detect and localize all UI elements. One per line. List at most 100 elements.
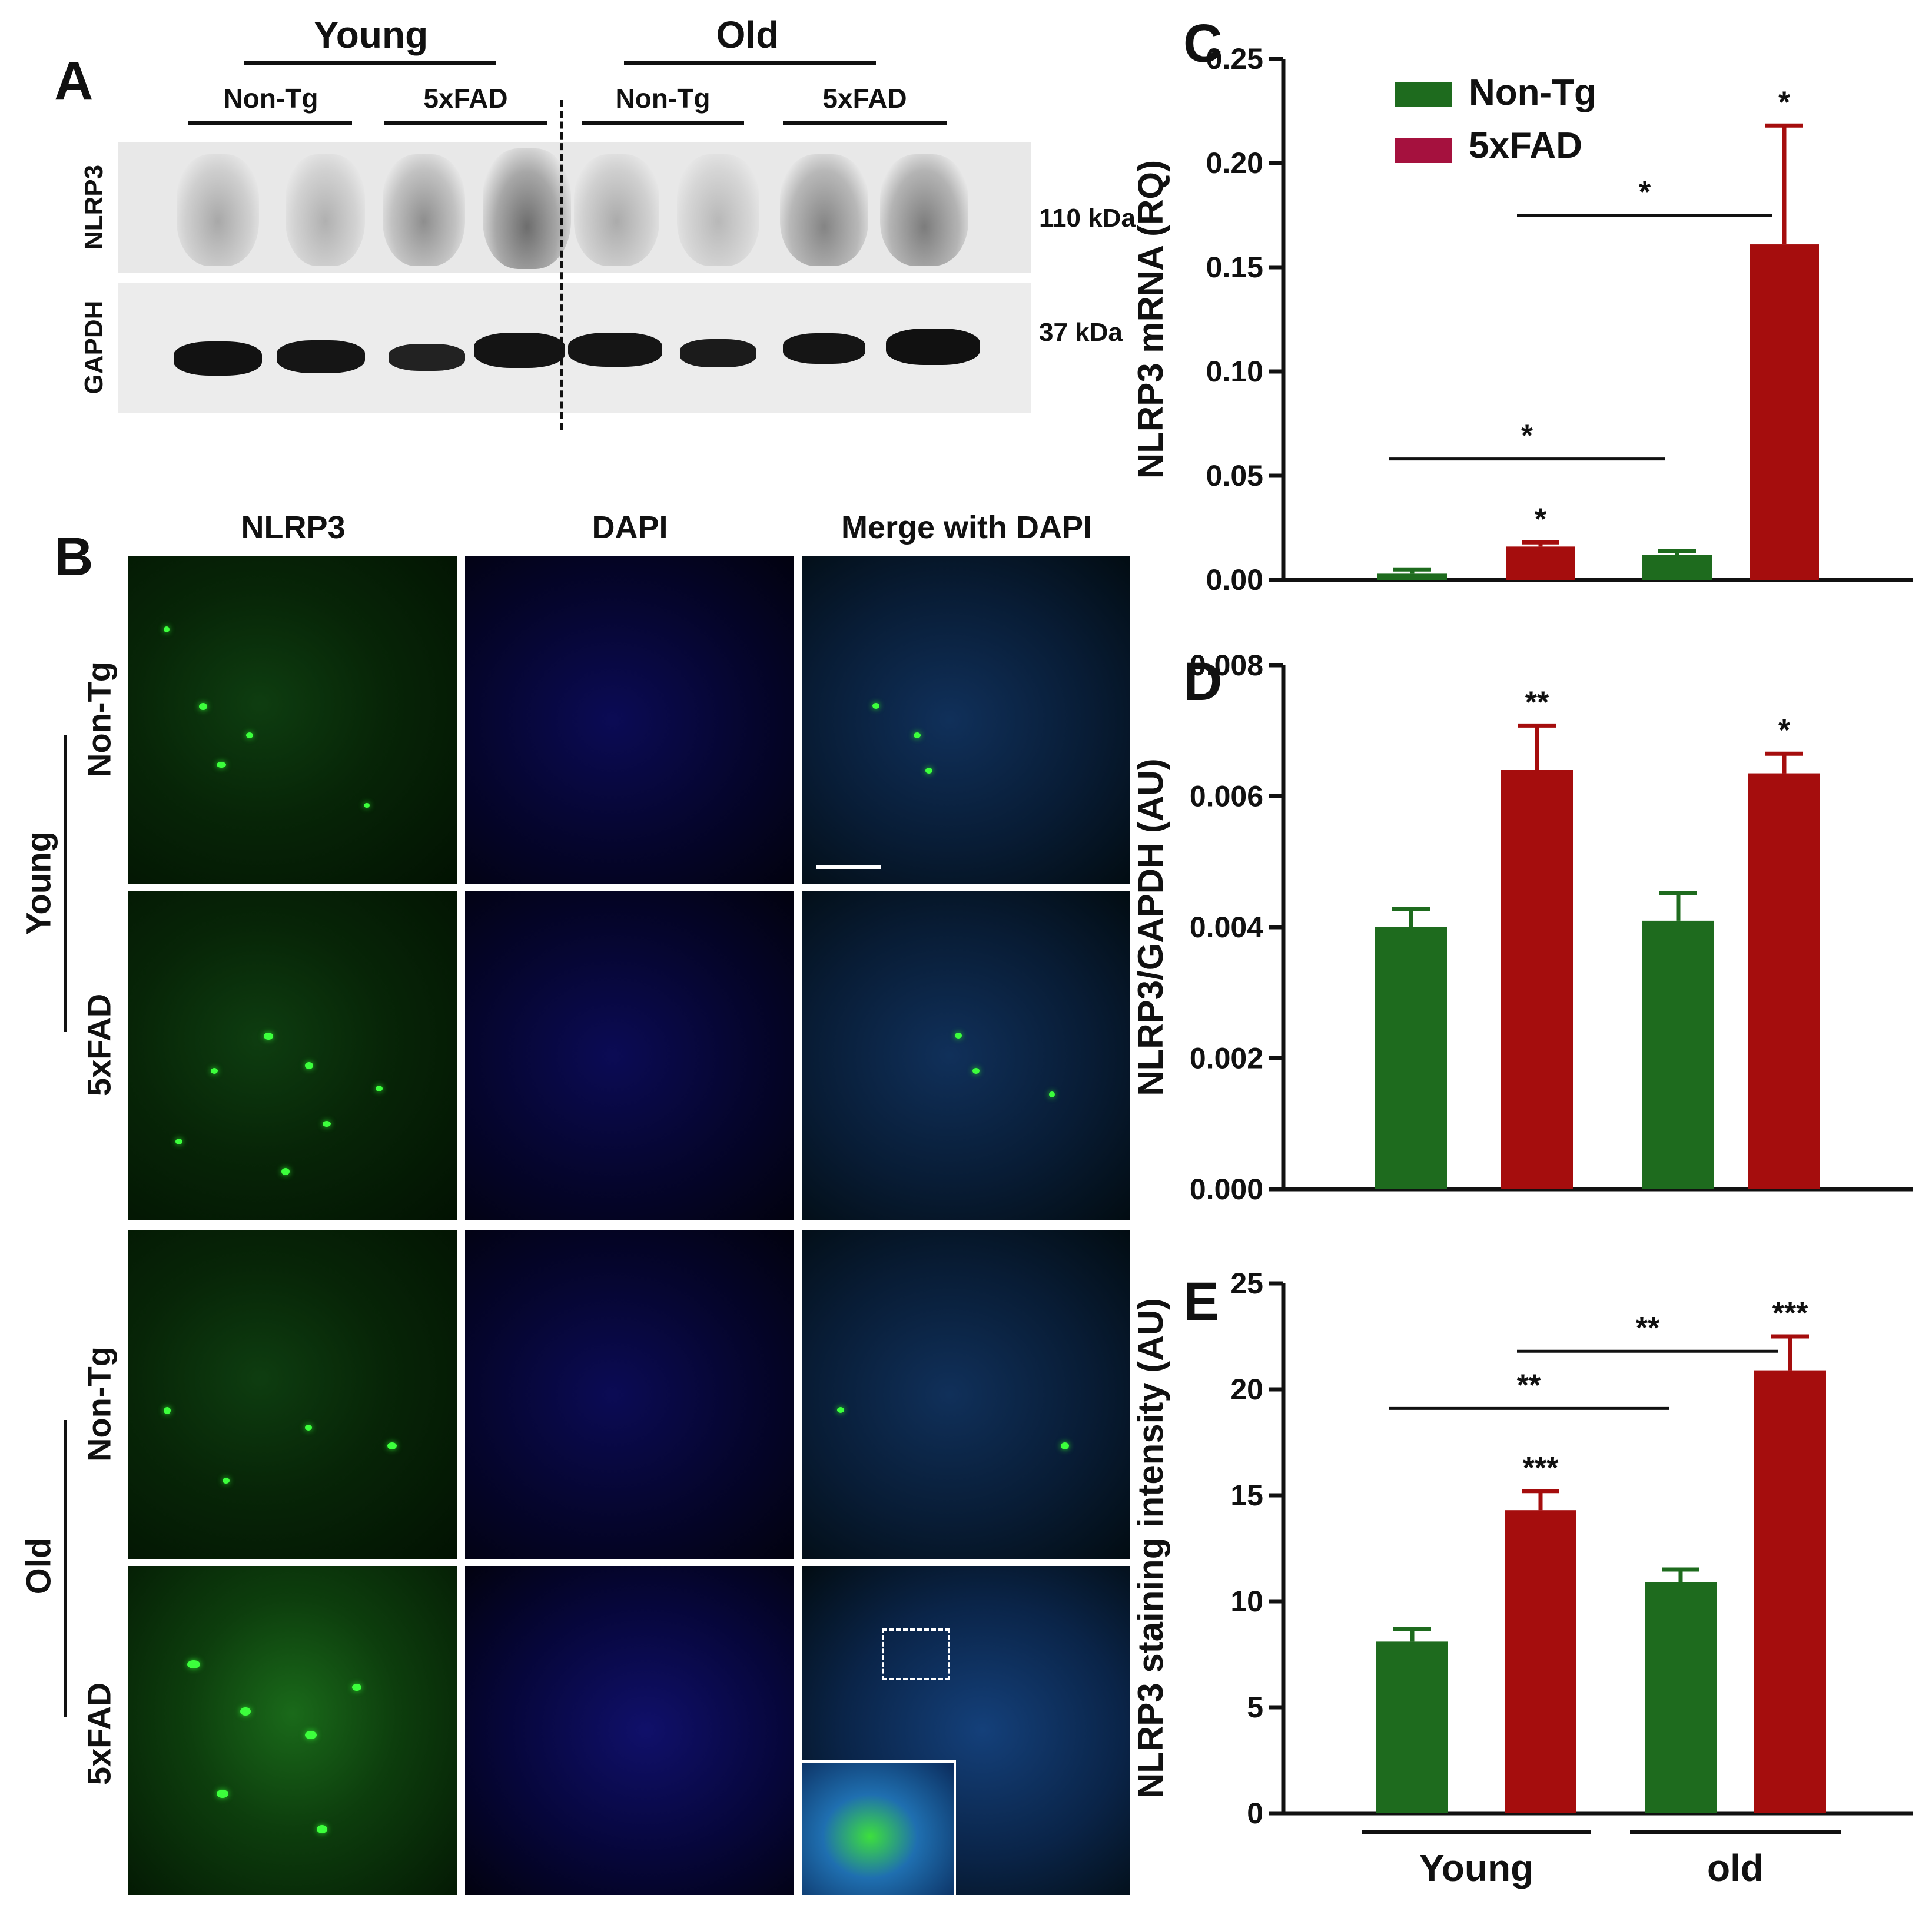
- y-tick-label: 0.20: [1206, 147, 1263, 180]
- micrograph-young-5xfad-dapi: [465, 891, 794, 1220]
- micrograph-old-nontg-dapi: [465, 1230, 794, 1559]
- y-tick-label: 5: [1247, 1691, 1263, 1724]
- y-axis-label: NLRP3 mRNA (RQ): [1131, 160, 1170, 479]
- blot-age-old: Old: [716, 14, 779, 56]
- blot-band: [383, 154, 465, 266]
- y-tick-label: 20: [1230, 1373, 1263, 1406]
- micrograph-old-nontg-merge: [802, 1230, 1130, 1559]
- legend-label-5xfad: 5xFAD: [1469, 125, 1582, 166]
- bar: [1506, 546, 1575, 580]
- micro-col-header-nlrp3: NLRP3: [241, 510, 346, 545]
- blot-band: [680, 339, 756, 367]
- blot-mw-37: 37 kDa: [1039, 318, 1123, 347]
- blot-band: [886, 329, 980, 365]
- y-tick-label: 0.002: [1190, 1042, 1263, 1075]
- significance-label: *: [1535, 502, 1547, 536]
- blot-band: [574, 154, 659, 266]
- bar: [1642, 555, 1712, 580]
- bar: [1375, 927, 1447, 1189]
- y-tick-label: 0.25: [1206, 42, 1263, 75]
- y-axis-label: NLRP3/GAPDH (AU): [1131, 758, 1170, 1096]
- comparison-label: *: [1639, 175, 1651, 210]
- blot-band: [677, 154, 759, 266]
- significance-label: *: [1778, 714, 1791, 748]
- blot-nlrp3-strip: [118, 142, 1031, 273]
- blot-genotype-old-5xfad: 5xFAD: [822, 83, 907, 114]
- blot-band: [286, 154, 365, 266]
- bar: [1748, 773, 1820, 1189]
- panel-letter-e: E: [1183, 1272, 1220, 1332]
- panel-letter-d: D: [1183, 652, 1223, 712]
- blot-old-bracket: [624, 61, 876, 65]
- y-tick-label: 0.00: [1206, 563, 1263, 596]
- comparison-label: *: [1521, 419, 1533, 453]
- y-tick-label: 0.008: [1190, 649, 1263, 682]
- chart-c-nlrp3-mrna: 0.00 0.05 0.10 0.15 0.20 0.25 NLRP3 mRNA (RQ) *…: [1131, 42, 1913, 596]
- micrograph-old-5xfad-dapi: [465, 1566, 794, 1895]
- significance-label: **: [1525, 685, 1549, 719]
- significance-label: ***: [1772, 1296, 1808, 1331]
- micrograph-young-5xfad-merge: [802, 891, 1130, 1220]
- micrograph-young-5xfad-nlrp3: [128, 891, 457, 1220]
- y-tick-label: 25: [1230, 1267, 1263, 1300]
- blot-genotype-young-nontg: Non-Tg: [223, 83, 318, 114]
- legend-swatch-5xfad: [1395, 138, 1452, 163]
- blot-band: [880, 154, 968, 266]
- panel-letter-b: B: [54, 527, 94, 587]
- significance-label: *: [1778, 85, 1791, 120]
- micrograph-old-5xfad-nlrp3: [128, 1566, 457, 1895]
- blot-band: [568, 333, 662, 367]
- micro-young-bracket: [64, 735, 67, 1032]
- bar: [1377, 573, 1447, 580]
- micro-row-label-old-nontg: Non-Tg: [80, 1346, 118, 1462]
- blot-row-label-nlrp3: NLRP3: [79, 164, 108, 250]
- blot-row-label-gapdh: GAPDH: [79, 300, 108, 394]
- micrograph-old-5xfad-merge: [802, 1566, 1130, 1895]
- micrograph-young-nontg-merge: [802, 556, 1130, 884]
- bar: [1376, 1641, 1448, 1813]
- chart-e-staining-intensity: 0 5 10 15 20 25 NLRP3 staining intensity (AU) *…: [1131, 1267, 1913, 1889]
- bar: [1642, 920, 1714, 1189]
- inset-zoom: [802, 1760, 956, 1895]
- inset-roi-box: [882, 1628, 950, 1680]
- blot-band: [474, 333, 565, 368]
- blot-genotype-old-nontg: Non-Tg: [615, 83, 711, 114]
- y-tick-label: 0.10: [1206, 355, 1263, 388]
- blot-old-nontg-bracket: [582, 121, 744, 125]
- blot-age-young: Young: [313, 14, 429, 56]
- legend-swatch-nontg: [1395, 82, 1452, 107]
- blot-divider-dashed: [560, 100, 563, 430]
- panel-letter-a: A: [54, 51, 94, 111]
- micro-col-header-dapi: DAPI: [592, 510, 668, 545]
- group-label: old: [1707, 1847, 1764, 1889]
- blot-old-5xfad-bracket: [783, 121, 947, 125]
- bar: [1754, 1370, 1826, 1813]
- blot-band: [174, 341, 262, 376]
- micro-row-label-young-nontg: Non-Tg: [80, 662, 118, 777]
- significance-label: ***: [1523, 1451, 1559, 1485]
- blot-band: [483, 148, 571, 269]
- bar: [1645, 1582, 1717, 1813]
- blot-young-5xfad-bracket: [384, 121, 547, 125]
- blot-band: [389, 344, 465, 371]
- y-tick-label: 10: [1230, 1585, 1263, 1618]
- blot-gapdh-strip: [118, 283, 1031, 413]
- blot-band: [780, 154, 868, 266]
- y-tick-label: 0.006: [1190, 780, 1263, 813]
- y-tick-label: 0.004: [1190, 911, 1263, 944]
- micro-age-label-old: Old: [19, 1537, 58, 1595]
- y-tick-label: 15: [1230, 1479, 1263, 1512]
- blot-band: [177, 154, 259, 266]
- micrograph-young-nontg-nlrp3: [128, 556, 457, 884]
- chart-d-nlrp3-gapdh: 0.000 0.002 0.004 0.006 0.008 NLRP3/GAPDH (AU…: [1131, 649, 1913, 1206]
- comparison-label: **: [1517, 1368, 1541, 1402]
- blot-young-bracket: [244, 61, 496, 65]
- micrograph-old-nontg-nlrp3: [128, 1230, 457, 1559]
- scale-bar: [816, 865, 881, 869]
- blot-young-nontg-bracket: [188, 121, 352, 125]
- y-tick-label: 0: [1247, 1797, 1263, 1830]
- micro-col-header-merge: Merge with DAPI: [841, 510, 1093, 545]
- micro-row-label-old-5xfad: 5xFAD: [80, 1682, 118, 1786]
- bar: [1505, 1510, 1576, 1813]
- blot-genotype-young-5xfad: 5xFAD: [423, 83, 508, 114]
